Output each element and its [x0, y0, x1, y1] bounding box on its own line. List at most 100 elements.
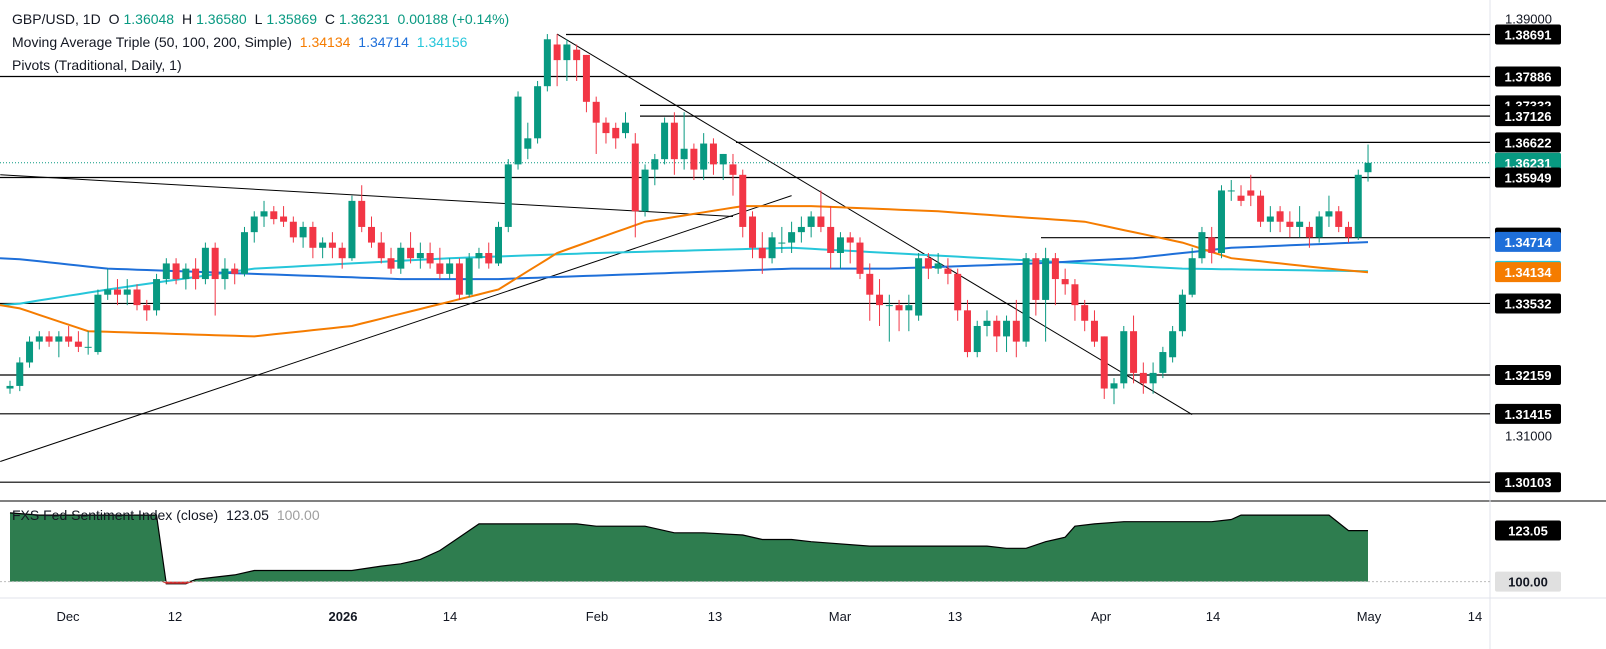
candle-down [739, 174, 747, 227]
candle-up [250, 216, 258, 233]
candle-up [26, 341, 34, 363]
time-tick-label: Feb [586, 609, 608, 624]
indicator-legend: FXS Fed Sentiment Index (close) 123.05 1… [12, 507, 324, 523]
candle-down [1276, 211, 1284, 222]
candle-up [1217, 190, 1225, 253]
price-axis: 1.390001.310001.386911.378861.373321.371… [1495, 11, 1561, 592]
price-label-text: 1.33532 [1505, 296, 1552, 311]
pivot-lines [0, 33, 1490, 483]
candle-down [455, 263, 463, 295]
candle-down [749, 216, 757, 248]
candle-up [651, 159, 659, 170]
candle-down [1012, 320, 1020, 342]
candle-down [1247, 190, 1255, 196]
price-label-box [1495, 106, 1561, 127]
indicator-baseline: 100.00 [276, 507, 320, 523]
candle-up [543, 39, 551, 87]
candle-down [113, 289, 121, 295]
candle-down [407, 247, 415, 259]
candle-up [661, 122, 669, 160]
candle-down [1071, 284, 1079, 306]
price-tick-label: 1.31000 [1505, 428, 1552, 443]
price-label-box [1495, 472, 1561, 493]
indicator-value-box [1495, 520, 1561, 541]
price-label-box [1495, 24, 1561, 45]
price-label-box [1495, 167, 1561, 188]
candle-up [915, 258, 923, 316]
candle-up [680, 148, 688, 160]
candle-up [1227, 190, 1235, 192]
candle-up [700, 143, 708, 170]
candle-down [1344, 226, 1352, 238]
candle-down [993, 320, 1001, 337]
time-tick-label: 13 [708, 609, 722, 624]
candle-down [602, 122, 610, 134]
candle-down [1032, 258, 1040, 300]
candle-up [240, 232, 248, 274]
candle-up [622, 122, 630, 134]
candle-up [6, 385, 14, 389]
ma50-value: 1.34134 [299, 34, 351, 50]
candle-up [797, 226, 805, 233]
candle-down [143, 305, 151, 311]
candle-down [328, 242, 336, 248]
candle-down [612, 127, 620, 139]
indicator-baseline-box [1495, 571, 1561, 592]
candle-down [1130, 331, 1138, 373]
price-label-text: 1.36231 [1505, 156, 1552, 171]
trend-lines [0, 33, 1193, 462]
time-tick-label: 14 [1468, 609, 1482, 624]
candle-up [807, 216, 815, 227]
low-label: L [254, 11, 263, 27]
time-tick-label: Dec [56, 609, 80, 624]
price-label-text: 1.32159 [1505, 368, 1552, 383]
candle-down [827, 226, 835, 253]
candle-down [211, 247, 219, 280]
time-tick-label: Mar [829, 609, 852, 624]
price-label-text: 1.34134 [1505, 265, 1553, 280]
candle-up [35, 336, 43, 342]
candle-down [846, 237, 854, 243]
ma-legend: Moving Average Triple (50, 100, 200, Sim… [12, 34, 471, 50]
candles [6, 34, 1372, 405]
trend-line [0, 174, 734, 218]
price-label-box [1495, 403, 1561, 424]
price-label-text: 1.35949 [1505, 170, 1552, 185]
candle-up [514, 96, 522, 165]
price-label-box [1495, 365, 1561, 386]
candle-up [260, 211, 268, 217]
candle-down [377, 242, 385, 259]
pivots-label: Pivots (Traditional, Daily, 1) [12, 57, 182, 73]
candle-down [1090, 320, 1098, 342]
candle-up [1003, 320, 1011, 337]
indicator-value: 123.05 [226, 507, 269, 523]
candle-up [1354, 174, 1362, 238]
candle-down [944, 268, 952, 274]
candle-down [709, 143, 717, 165]
candle-down [573, 49, 581, 61]
candle-up [768, 237, 776, 259]
ma-label: Moving Average Triple (50, 100, 200, Sim… [12, 34, 292, 50]
candle-up [534, 86, 542, 139]
candle-up [84, 346, 92, 348]
candle-down [856, 242, 864, 274]
candle-up [719, 153, 727, 165]
price-label-text: 1.37126 [1505, 109, 1552, 124]
candle-up [788, 232, 796, 243]
time-tick-label: 14 [1206, 609, 1220, 624]
candle-up [162, 263, 170, 280]
candle-down [631, 143, 639, 212]
candle-down [553, 44, 561, 61]
candle-down [65, 336, 73, 342]
candle-up [397, 247, 405, 269]
time-tick-label: 12 [168, 609, 182, 624]
candle-up [1315, 216, 1323, 238]
price-label-text: 1.31415 [1505, 407, 1552, 422]
candle-down [690, 148, 698, 170]
candle-up [778, 242, 786, 244]
candle-down [1081, 305, 1089, 321]
price-label-box [1495, 262, 1561, 283]
time-tick-label: 2026 [329, 609, 358, 624]
candle-up [934, 263, 942, 269]
